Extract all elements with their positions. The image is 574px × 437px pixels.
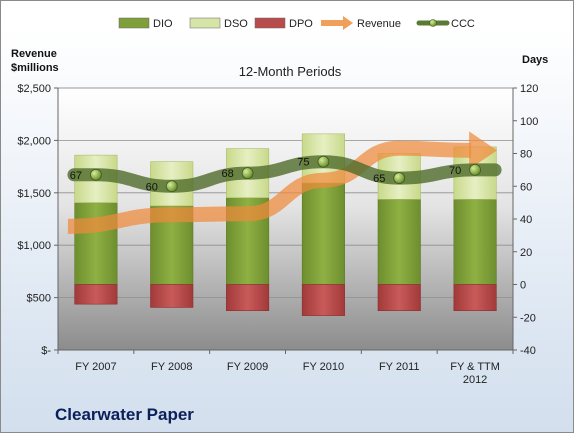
legend-swatch (189, 17, 221, 29)
left-axis-tick-label: $2,000 (17, 135, 51, 147)
dio-bar (377, 199, 421, 285)
ccc-marker (317, 155, 330, 168)
dpo-bar (74, 284, 118, 305)
legend-label: CCC (451, 18, 475, 30)
legend-revenue-arrow-icon (321, 16, 353, 30)
ccc-marker (241, 167, 254, 180)
ccc-data-label: 70 (449, 165, 461, 177)
company-title: Clearwater Paper (55, 405, 194, 424)
left-axis-title-line-2: $millions (11, 62, 59, 74)
legend-label: DPO (289, 18, 313, 30)
ccc-series: 67 60 68 75 65 70 (67, 155, 502, 193)
legend-ccc-marker-icon (429, 19, 437, 27)
right-axis-title: Days (522, 54, 548, 66)
left-axis-tick-label: $- (41, 345, 51, 357)
left-axis-tick-label: $500 (27, 293, 51, 305)
legend: DIO DSO DPO Revenue CCC (118, 16, 475, 30)
dio-bar (301, 182, 345, 285)
dpo-bar (150, 284, 194, 308)
legend-swatch (254, 17, 286, 29)
right-axis-tick-label: 40 (520, 214, 532, 226)
right-axis-tick-label: -40 (520, 345, 536, 357)
revenue-line (67, 140, 472, 234)
ccc-data-label: 67 (70, 170, 82, 182)
ccc-line (67, 155, 502, 193)
x-axis-tick-label: FY 2009 (227, 361, 268, 373)
revenue-arrowhead (469, 131, 498, 170)
left-axis-tick-label: $2,500 (17, 83, 51, 95)
left-axis-tick-label: $1,500 (17, 188, 51, 200)
left-axis-title: Revenue $millions (11, 48, 60, 74)
dio-bar (453, 199, 497, 285)
dpo-bar (377, 284, 421, 312)
ccc-marker (90, 168, 102, 181)
right-axis-tick-label: 100 (520, 116, 538, 128)
left-axis-title-line-1: Revenue (11, 48, 57, 60)
legend-swatch (118, 17, 150, 29)
gridlines (58, 87, 513, 299)
right-axis-tick-label: 60 (520, 181, 532, 193)
dpo-bar (301, 284, 345, 316)
legend-label: DSO (224, 18, 248, 30)
ccc-data-label: 60 (146, 181, 158, 193)
ccc-marker (165, 180, 178, 193)
ccc-data-label: 75 (297, 157, 309, 169)
chart-title: 12-Month Periods (239, 64, 342, 79)
right-axis-tick-label: 80 (520, 149, 532, 161)
legend-label: Revenue (357, 18, 401, 30)
x-axis-tick-label: FY & TTM (450, 361, 500, 373)
ccc-data-label: 68 (221, 168, 233, 180)
x-axis-tick-label: 2012 (463, 374, 487, 386)
dpo-bar (226, 284, 270, 312)
ccc-data-label: 65 (373, 173, 385, 185)
legend-label: DIO (153, 18, 173, 30)
x-axis-tick-label: FY 2007 (75, 361, 116, 373)
ccc-marker (393, 172, 406, 184)
right-axis-tick-label: 120 (520, 83, 538, 95)
x-axis-tick-label: FY 2011 (379, 361, 420, 373)
right-axis-tick-label: -20 (520, 312, 536, 324)
x-axis-tick-label: FY 2010 (303, 361, 344, 373)
axes: $- $500 $1,000 $1,500 $2,000 $2,500 -40 -20 0 20 4… (17, 83, 538, 386)
dpo-bar (453, 284, 497, 312)
x-axis-tick-label: FY 2008 (151, 361, 192, 373)
ccc-marker (469, 163, 481, 176)
left-axis-tick-label: $1,000 (17, 240, 51, 252)
right-axis-tick-label: 20 (520, 247, 532, 259)
right-axis-tick-label: 0 (520, 280, 526, 292)
revenue-series (67, 131, 498, 234)
